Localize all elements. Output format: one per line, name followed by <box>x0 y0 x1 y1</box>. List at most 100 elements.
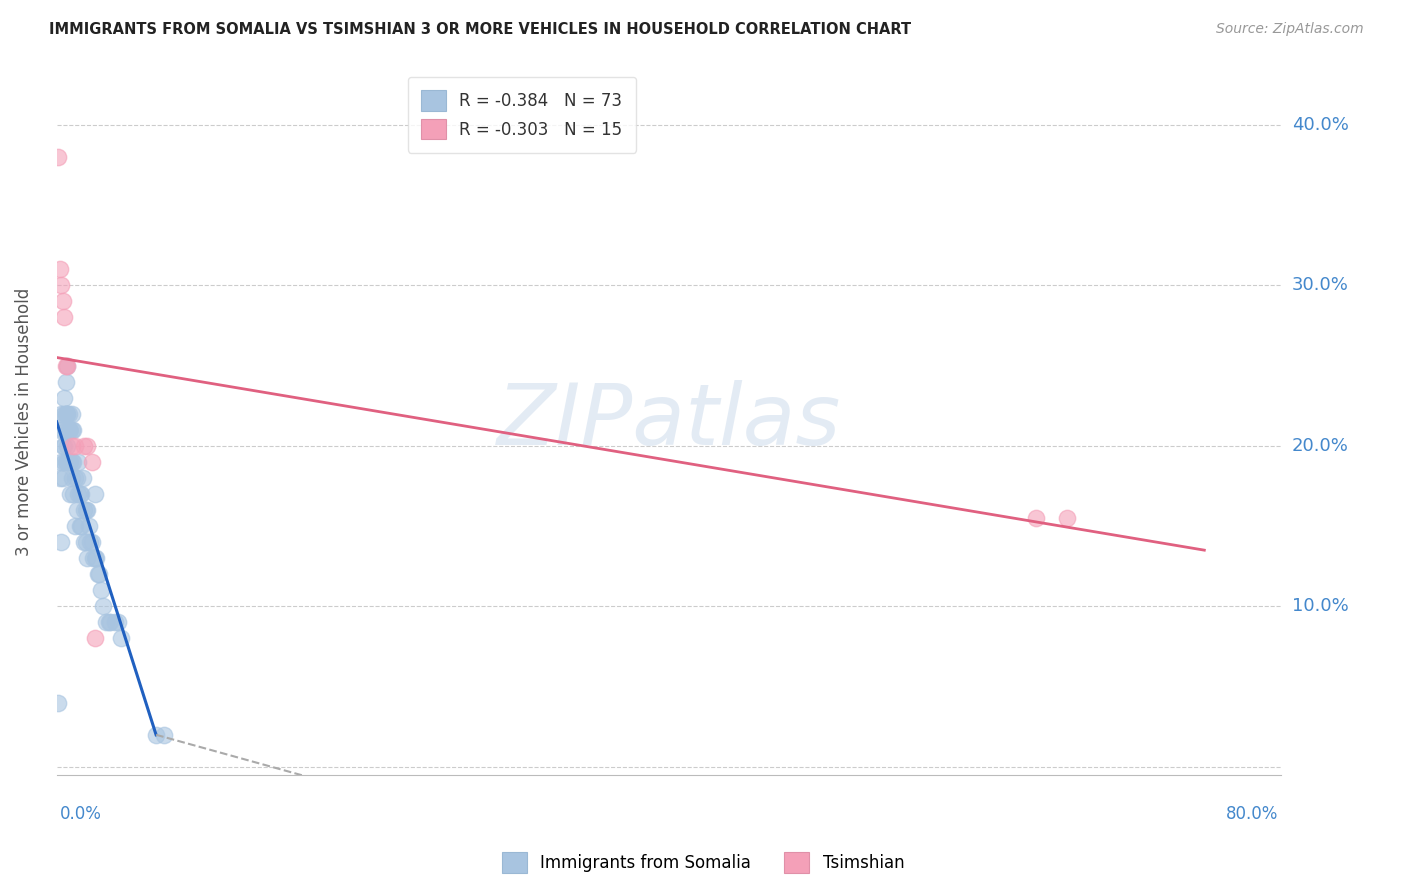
Point <box>75 503 97 517</box>
Point <box>56 407 79 421</box>
Point <box>69 519 91 533</box>
Point <box>56 359 79 373</box>
Point <box>83 487 105 501</box>
Point <box>63 471 86 485</box>
Point <box>77 519 100 533</box>
Point <box>152 728 174 742</box>
Point <box>91 599 114 614</box>
Point <box>52 423 75 437</box>
Point <box>104 615 127 630</box>
Point <box>55 375 77 389</box>
Point <box>55 407 77 421</box>
Point <box>56 407 79 421</box>
Point <box>55 423 77 437</box>
Point <box>1025 511 1047 525</box>
Point <box>76 439 98 453</box>
Point <box>80 455 103 469</box>
Point <box>51 535 73 549</box>
Point <box>60 455 83 469</box>
Point <box>53 407 76 421</box>
Point <box>48 471 70 485</box>
Y-axis label: 3 or more Vehicles in Household: 3 or more Vehicles in Household <box>15 287 32 556</box>
Point <box>58 407 80 421</box>
Text: ZIPatlas: ZIPatlas <box>496 380 841 463</box>
Point <box>79 535 101 549</box>
Point <box>98 615 121 630</box>
Point <box>60 407 83 421</box>
Point <box>55 359 77 373</box>
Text: Source: ZipAtlas.com: Source: ZipAtlas.com <box>1216 22 1364 37</box>
Point <box>59 487 82 501</box>
Point <box>46 150 69 164</box>
Text: 10.0%: 10.0% <box>1292 598 1348 615</box>
Point <box>83 632 105 646</box>
Point <box>58 423 80 437</box>
Point <box>55 455 77 469</box>
Point <box>60 471 83 485</box>
Point <box>73 535 96 549</box>
Point <box>52 439 75 453</box>
Point <box>62 423 84 437</box>
Point <box>63 439 86 453</box>
Point <box>59 455 82 469</box>
Point <box>94 615 117 630</box>
Point <box>69 487 91 501</box>
Text: 30.0%: 30.0% <box>1292 277 1348 294</box>
Text: 0.0%: 0.0% <box>59 805 101 823</box>
Point <box>53 391 76 405</box>
Point <box>62 487 84 501</box>
Point <box>76 551 98 566</box>
Point <box>62 455 84 469</box>
Point <box>1056 511 1078 525</box>
Point <box>65 503 87 517</box>
Point <box>65 471 87 485</box>
Point <box>86 551 108 566</box>
Point <box>76 503 98 517</box>
Point <box>53 439 76 453</box>
Point <box>107 615 129 630</box>
Point <box>73 503 96 517</box>
Point <box>51 455 73 469</box>
Point <box>51 278 73 293</box>
Point <box>60 423 83 437</box>
Point <box>52 471 75 485</box>
Point <box>53 310 76 325</box>
Point <box>58 455 80 469</box>
Point <box>46 696 69 710</box>
Point <box>67 487 90 501</box>
Point <box>89 567 111 582</box>
Point <box>56 359 79 373</box>
Point <box>63 519 86 533</box>
Point <box>60 439 83 453</box>
Point <box>75 535 97 549</box>
Point <box>53 455 76 469</box>
Point <box>73 439 96 453</box>
Point <box>56 439 79 453</box>
Point <box>145 728 167 742</box>
Point <box>56 455 79 469</box>
Text: 20.0%: 20.0% <box>1292 437 1348 455</box>
Point <box>87 567 110 582</box>
Point <box>67 455 90 469</box>
Legend: R = -0.384   N = 73, R = -0.303   N = 15: R = -0.384 N = 73, R = -0.303 N = 15 <box>408 77 636 153</box>
Point <box>48 423 70 437</box>
Point <box>58 423 80 437</box>
Legend: Immigrants from Somalia, Tsimshian: Immigrants from Somalia, Tsimshian <box>495 846 911 880</box>
Point <box>55 407 77 421</box>
Point <box>80 535 103 549</box>
Point <box>72 471 94 485</box>
Point <box>82 551 104 566</box>
Text: 80.0%: 80.0% <box>1226 805 1278 823</box>
Point <box>110 632 132 646</box>
Text: IMMIGRANTS FROM SOMALIA VS TSIMSHIAN 3 OR MORE VEHICLES IN HOUSEHOLD CORRELATION: IMMIGRANTS FROM SOMALIA VS TSIMSHIAN 3 O… <box>49 22 911 37</box>
Text: 40.0%: 40.0% <box>1292 116 1348 134</box>
Point <box>83 551 105 566</box>
Point <box>90 583 112 598</box>
Point <box>52 294 75 309</box>
Point <box>59 423 82 437</box>
Point <box>48 262 70 277</box>
Point <box>51 407 73 421</box>
Point <box>70 519 93 533</box>
Point <box>97 615 120 630</box>
Point <box>70 487 93 501</box>
